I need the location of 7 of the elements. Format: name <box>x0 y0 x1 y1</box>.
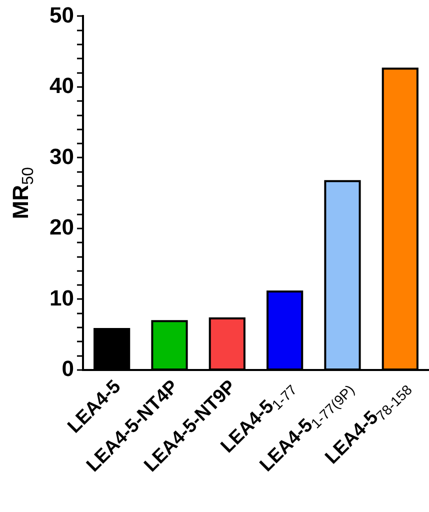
y-tick-label: 20 <box>50 214 74 240</box>
y-tick-label: 30 <box>50 144 74 169</box>
y-tick-label: 10 <box>50 285 74 310</box>
y-tick-label: 0 <box>62 356 74 382</box>
y-tick-label: 50 <box>50 2 74 28</box>
y-tick-label: 40 <box>50 73 74 98</box>
y-axis-title: MR50 <box>8 166 38 220</box>
